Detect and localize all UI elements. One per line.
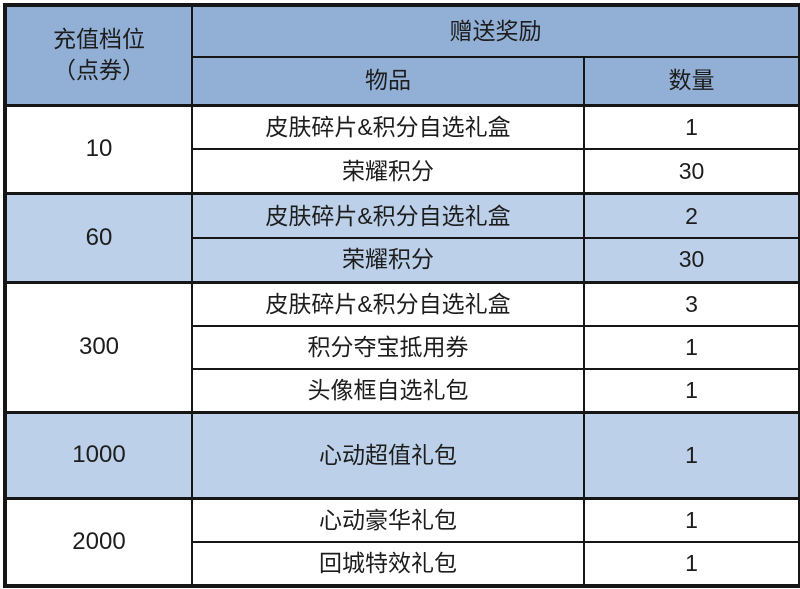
quantity-cell: 1 (583, 103, 800, 151)
recharge-rewards-table: 充值档位 （点券） 赠送奖励 物品 数量 10 皮肤碎片&积分自选礼盒 1 荣耀… (3, 3, 800, 588)
item-cell: 皮肤碎片&积分自选礼盒 (191, 280, 585, 327)
column-header-quantity: 数量 (583, 56, 800, 106)
tier-cell-1000: 1000 (4, 411, 193, 500)
table-row: 60 皮肤碎片&积分自选礼盒 2 (4, 192, 800, 284)
item-cell: 皮肤碎片&积分自选礼盒 (191, 103, 585, 151)
item-cell: 回城特效礼包 (191, 540, 585, 588)
quantity-cell: 1 (583, 324, 800, 371)
table-row: 2000 心动豪华礼包 1 (4, 496, 800, 587)
table-row: 回城特效礼包 1 (5, 540, 800, 588)
quantity-cell: 1 (583, 368, 800, 414)
tier-cell-2000: 2000 (4, 496, 193, 587)
quantity-cell: 1 (583, 411, 800, 500)
recharge-tier-header-line2: （点券） (53, 57, 145, 84)
quantity-cell: 2 (583, 192, 800, 240)
table-row: 荣耀积分 30 (5, 237, 800, 284)
column-header-rewards: 赠送奖励 (191, 4, 800, 58)
table-row: 荣耀积分 30 (5, 148, 800, 195)
item-cell: 心动豪华礼包 (191, 496, 585, 543)
column-header-recharge-tier: 充值档位 （点券） (4, 4, 193, 106)
quantity-cell: 30 (583, 148, 800, 195)
tier-cell-10: 10 (4, 103, 193, 195)
quantity-cell: 1 (583, 496, 800, 543)
item-cell: 心动超值礼包 (191, 411, 585, 500)
table-row: 头像框自选礼包 1 (5, 368, 800, 414)
recharge-tier-header-line1: 充值档位 (53, 26, 145, 53)
table-row: 1000 心动超值礼包 1 (4, 411, 800, 500)
column-header-item: 物品 (191, 56, 585, 106)
quantity-cell: 1 (583, 540, 800, 588)
quantity-cell: 30 (583, 237, 800, 284)
tier-cell-300: 300 (4, 280, 193, 414)
item-cell: 积分夺宝抵用券 (191, 324, 585, 371)
tier-cell-60: 60 (4, 192, 193, 284)
table-row: 300 皮肤碎片&积分自选礼盒 3 (4, 280, 800, 414)
item-cell: 皮肤碎片&积分自选礼盒 (191, 192, 585, 240)
item-cell: 头像框自选礼包 (191, 368, 585, 414)
item-cell: 荣耀积分 (191, 237, 585, 284)
quantity-cell: 3 (583, 280, 800, 327)
table-row: 10 皮肤碎片&积分自选礼盒 1 (4, 103, 800, 195)
item-cell: 荣耀积分 (191, 148, 585, 195)
table-row: 积分夺宝抵用券 1 (5, 324, 800, 371)
